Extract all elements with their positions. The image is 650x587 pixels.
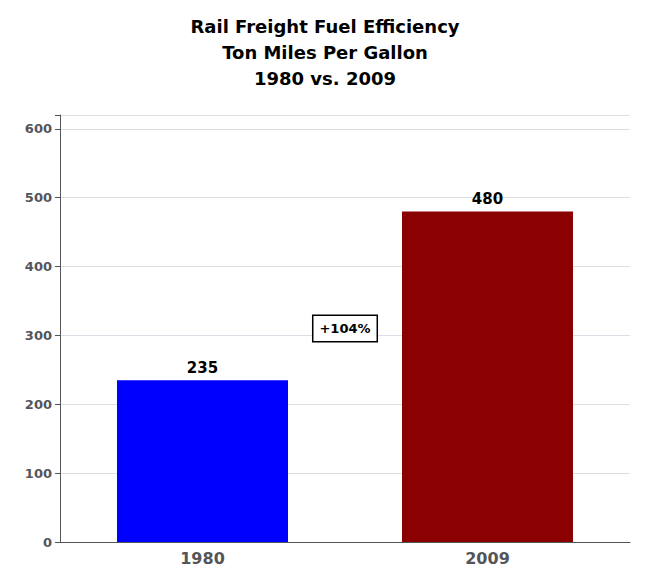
svg-text:300: 300 xyxy=(25,328,52,343)
svg-text:100: 100 xyxy=(25,466,52,481)
svg-text:600: 600 xyxy=(25,121,52,136)
svg-text:400: 400 xyxy=(25,259,52,274)
svg-text:200: 200 xyxy=(25,397,52,412)
svg-text:+104%: +104% xyxy=(319,321,370,336)
svg-text:500: 500 xyxy=(25,190,52,205)
svg-text:235: 235 xyxy=(187,359,218,377)
svg-text:1980: 1980 xyxy=(180,549,225,568)
svg-text:Rail Freight Fuel Efficiency: Rail Freight Fuel Efficiency xyxy=(190,16,459,37)
svg-text:480: 480 xyxy=(472,190,503,208)
svg-text:2009: 2009 xyxy=(465,549,510,568)
svg-text:0: 0 xyxy=(43,535,52,550)
svg-text:1980 vs. 2009: 1980 vs. 2009 xyxy=(254,68,396,89)
svg-text:Ton Miles Per Gallon: Ton Miles Per Gallon xyxy=(222,42,428,63)
